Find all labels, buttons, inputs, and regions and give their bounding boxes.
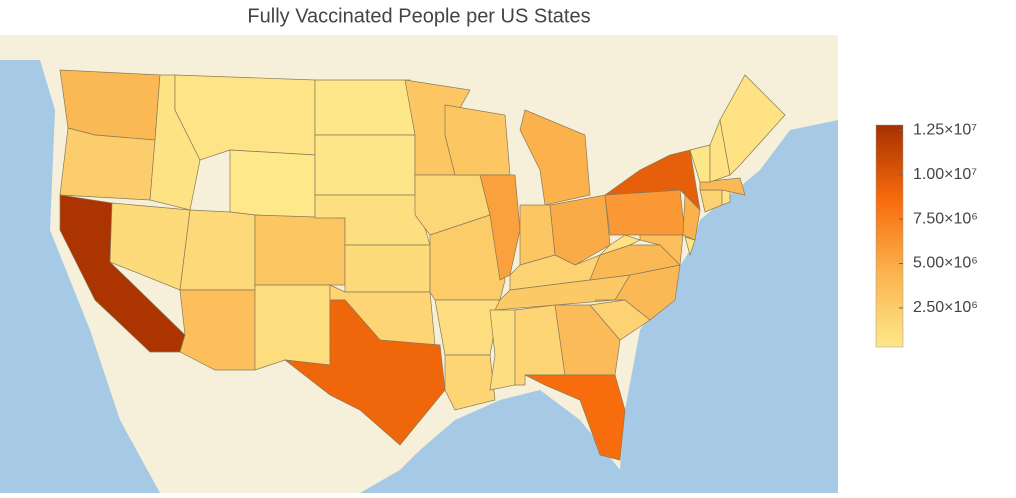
- state: [344, 244, 431, 293]
- state: [314, 134, 416, 196]
- state: [434, 299, 501, 356]
- state: [699, 177, 746, 196]
- state: [174, 74, 316, 161]
- colorbar-tick-label: 7.50×10⁶: [913, 210, 978, 227]
- state: [599, 234, 641, 256]
- state: [554, 304, 621, 376]
- state: [721, 189, 731, 206]
- colorbar-tick-label: 2.50×10⁶: [913, 299, 978, 316]
- state: [603, 149, 701, 212]
- state: [229, 149, 316, 219]
- state: [254, 214, 346, 286]
- state: [283, 299, 446, 446]
- state: [519, 204, 556, 266]
- state: [524, 374, 626, 461]
- state: [254, 284, 331, 371]
- colorbar: [875, 124, 904, 348]
- colorbar-tick-label: 1.25×10⁷: [913, 122, 977, 139]
- state: [684, 236, 696, 257]
- state: [549, 194, 611, 266]
- state: [639, 234, 684, 266]
- state: [444, 104, 511, 176]
- state: [595, 264, 681, 321]
- state: [314, 79, 416, 136]
- colorbar-tick-label: 1.00×10⁷: [913, 166, 977, 183]
- state: [179, 289, 256, 371]
- state: [179, 209, 256, 291]
- chart-title: Fully Vaccinated People per US States: [247, 5, 590, 27]
- state: [604, 189, 686, 236]
- state: [59, 127, 156, 201]
- state: [489, 309, 516, 391]
- colorbar-tick-label: 5.00×10⁶: [913, 255, 978, 272]
- state: [719, 74, 786, 176]
- state: [444, 354, 496, 411]
